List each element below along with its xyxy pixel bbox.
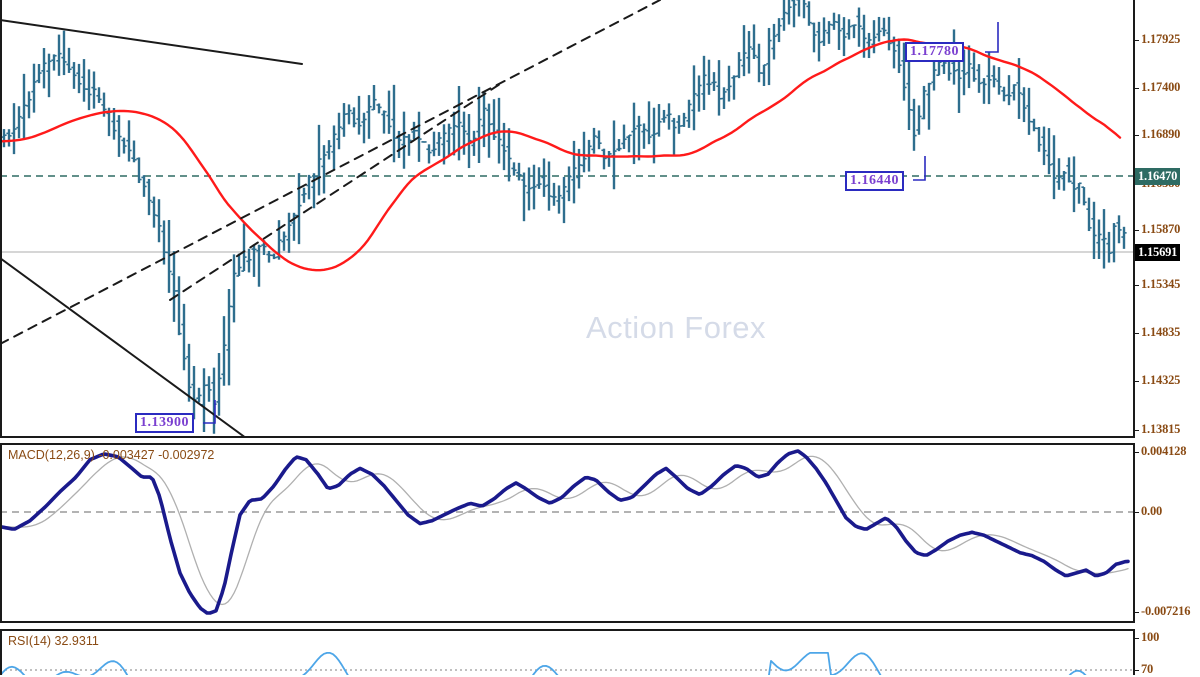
axis-tick-mark (1133, 380, 1139, 382)
price-axis-tick: 1.17925 (1133, 32, 1180, 47)
price-axis-tick: 1.17400 (1133, 80, 1180, 95)
rsi-axis-tick: 100 (1133, 630, 1159, 645)
rsi-chart-canvas (0, 651, 1133, 675)
rsi-axis-tick: 70 (1133, 662, 1153, 677)
macd-line (0, 449, 1130, 615)
rising-trendline-dashed-2 (169, 83, 501, 301)
macd-legend: MACD(12,26,9) -0.003427 -0.002972 (8, 448, 215, 462)
axis-tick-mark (1133, 229, 1139, 231)
macd-axis-tick: 0.00 (1133, 504, 1162, 519)
macd-axis-tick: -0.007216 (1133, 604, 1190, 619)
axis-tick-mark (1133, 511, 1139, 513)
price-axis-tick: 1.16890 (1133, 127, 1180, 142)
annotation-connectors (203, 22, 999, 424)
rsi-legend: RSI(14) 32.9311 (8, 634, 99, 648)
axis-tick-mark (1133, 332, 1139, 334)
axis-tick-mark (1133, 134, 1139, 136)
price-panel-border (0, 0, 1133, 438)
axis-tick-mark (1133, 611, 1139, 613)
price-axis-tick: 1.14325 (1133, 373, 1180, 388)
macd-signal-line (0, 455, 1129, 606)
axis-tick-mark (1133, 284, 1139, 286)
axis-tick-mark (1133, 637, 1139, 639)
price-chart-panel[interactable] (0, 0, 1133, 438)
price-axis-tick: 1.13815 (1133, 422, 1180, 437)
axis-tick-mark (1133, 451, 1139, 453)
right-price-axis[interactable]: 1.179251.174001.168901.163801.158701.153… (1132, 0, 1200, 677)
rsi-panel-border (0, 629, 1133, 675)
price-axis-separator (1133, 0, 1135, 438)
rising-trendline-dashed (0, 0, 661, 345)
macd-chart-canvas (0, 449, 1133, 615)
watermark-action-forex: Action Forex (586, 310, 767, 345)
rsi-axis-separator (1133, 629, 1135, 675)
macd-axis-separator (1133, 443, 1135, 623)
price-axis-tick: 1.14835 (1133, 325, 1180, 340)
price-axis-tick: 1.15870 (1133, 222, 1180, 237)
falling-trendline-lower (0, 257, 247, 438)
current-price-tag: 1.15691 (1135, 244, 1181, 261)
rsi-chart-panel[interactable] (0, 629, 1133, 675)
axis-tick-mark (1133, 87, 1139, 89)
falling-trendline-upper (0, 19, 303, 65)
macd-panel-border (0, 443, 1133, 623)
axis-tick-mark (1133, 429, 1139, 431)
macd-axis-tick: 0.004128 (1133, 444, 1186, 459)
ohlc-bars (1, 0, 1127, 434)
axis-tick-mark (1133, 669, 1139, 671)
level-price-tag: 1.16470 (1135, 168, 1181, 185)
macd-chart-panel[interactable] (0, 443, 1133, 623)
axis-tick-mark (1133, 39, 1139, 41)
price-axis-tick: 1.15345 (1133, 277, 1180, 292)
price-chart-canvas (0, 0, 1133, 438)
